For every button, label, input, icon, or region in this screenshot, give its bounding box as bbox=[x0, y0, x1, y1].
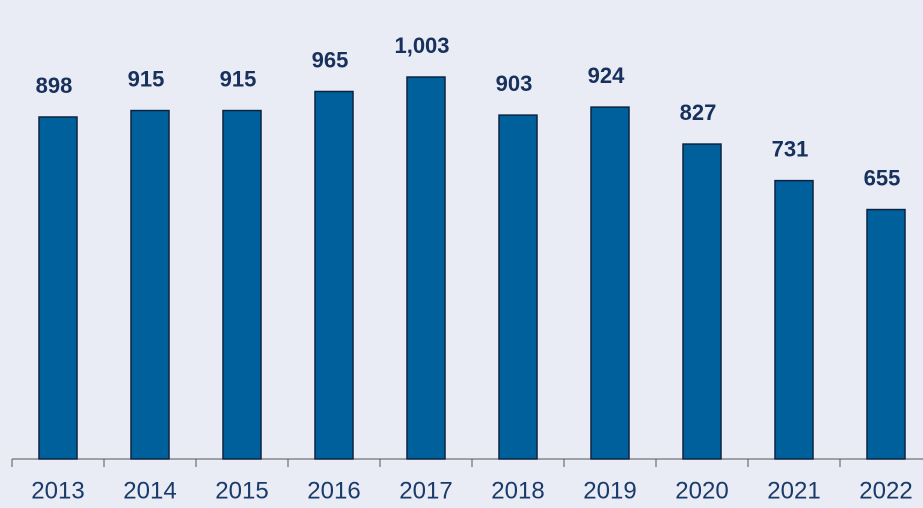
bar bbox=[314, 90, 354, 460]
x-tick-label: 2021 bbox=[767, 477, 820, 504]
x-tick-label: 2018 bbox=[491, 477, 544, 504]
data-label: 915 bbox=[128, 66, 165, 91]
data-label: 965 bbox=[312, 47, 349, 72]
data-label: 903 bbox=[496, 71, 533, 96]
bar bbox=[682, 143, 722, 460]
bar bbox=[866, 208, 906, 460]
bar bbox=[590, 106, 630, 460]
bar bbox=[406, 76, 446, 460]
x-tick-label: 2013 bbox=[31, 477, 84, 504]
bar bbox=[222, 109, 262, 460]
data-label: 827 bbox=[680, 100, 717, 125]
x-tick-label: 2016 bbox=[307, 477, 360, 504]
data-label: 898 bbox=[36, 73, 73, 98]
x-tick-label: 2014 bbox=[123, 477, 176, 504]
bar bbox=[774, 179, 814, 460]
bar bbox=[498, 114, 538, 460]
x-tick-label: 2022 bbox=[859, 477, 912, 504]
bar bbox=[38, 116, 78, 460]
data-label: 655 bbox=[864, 165, 901, 190]
data-label: 915 bbox=[220, 66, 257, 91]
x-tick-label: 2019 bbox=[583, 477, 636, 504]
data-label: 1,003 bbox=[394, 33, 449, 58]
bar bbox=[130, 109, 170, 460]
data-label: 731 bbox=[772, 136, 809, 161]
x-tick-label: 2017 bbox=[399, 477, 452, 504]
x-tick-label: 2020 bbox=[675, 477, 728, 504]
data-label: 924 bbox=[588, 63, 625, 88]
x-tick-label: 2015 bbox=[215, 477, 268, 504]
